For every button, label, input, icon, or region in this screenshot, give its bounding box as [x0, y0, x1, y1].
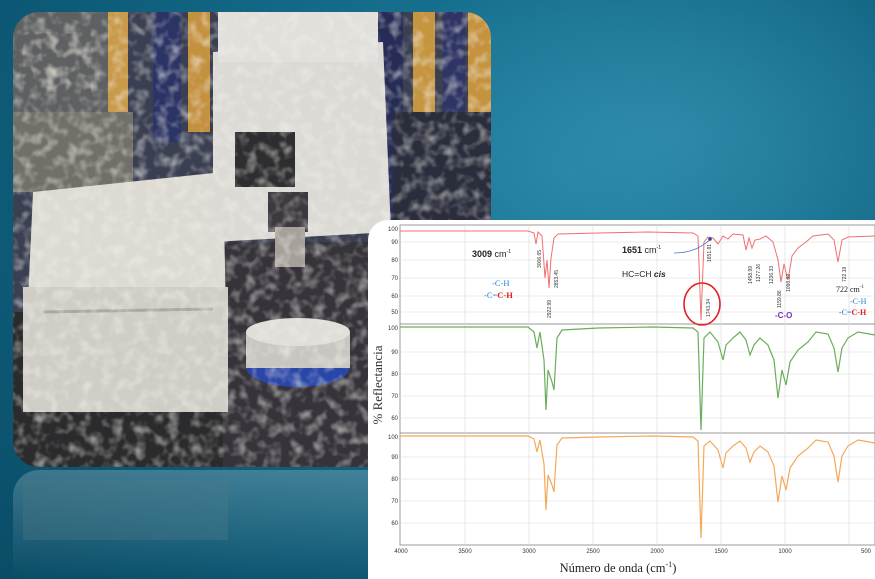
peak-label: 2922.99: [547, 300, 553, 318]
plot-frame: [399, 224, 875, 546]
xtick: 1500: [714, 549, 728, 555]
p1-ytick: 50: [391, 310, 398, 316]
peak-label: 722.19: [842, 266, 848, 282]
p2-ytick: 100: [388, 326, 399, 332]
xtick: 4000: [394, 549, 408, 555]
p1-ytick: 90: [391, 240, 398, 246]
xtick: 3500: [458, 549, 472, 555]
p3-ytick: 60: [391, 521, 398, 527]
spectrum-orange-line: [400, 435, 875, 539]
annotation-ceq-ch-2: -C=C-H: [839, 308, 867, 317]
xtick: 2000: [650, 549, 664, 555]
p3-ytick: 100: [388, 435, 399, 441]
highlight-circle: [683, 282, 721, 326]
annotation-hc-cis: HC=CH cis: [622, 269, 666, 279]
xtick: 3000: [522, 549, 536, 555]
x-axis-label: Número de onda (cm-1): [560, 560, 677, 575]
annotation-ch-blue: -C-H: [492, 278, 509, 288]
peak-label: 1651.81: [707, 244, 713, 262]
p2-ytick: 90: [391, 350, 398, 356]
peak-label: 3006.65: [537, 250, 543, 268]
spectrum-red-line: [400, 230, 875, 321]
peak-label: 1098.32: [786, 274, 792, 292]
p3-ytick: 90: [391, 455, 398, 461]
p1-ytick: 80: [391, 258, 398, 264]
p2-ytick: 80: [391, 372, 398, 378]
peak-label: 1743.34: [706, 299, 712, 317]
xtick: 500: [861, 549, 872, 555]
callout-dot: [708, 237, 712, 241]
annotation-722: 722 cm-1: [836, 285, 864, 294]
y-axis-label: % Reflectancia: [370, 345, 385, 424]
peak-label: 1236.33: [769, 266, 775, 284]
peak-label: 2853.45: [554, 270, 560, 288]
p2-ytick: 70: [391, 394, 398, 400]
p1-ytick: 100: [388, 227, 399, 233]
p3-ytick: 80: [391, 477, 398, 483]
p3-ytick: 70: [391, 499, 398, 505]
p1-ytick: 70: [391, 276, 398, 282]
annotation-1651: 1651 cm-1: [622, 245, 661, 255]
peak-label: 1377.26: [756, 264, 762, 282]
p1-ytick: 60: [391, 294, 398, 300]
annotation-3009: 3009 cm-1: [472, 249, 511, 259]
p2-ytick: 60: [391, 416, 398, 422]
xtick: 2500: [586, 549, 600, 555]
peak-label: 1159.86: [777, 290, 783, 308]
annotation-ceq-ch: -C=C-H: [484, 290, 513, 300]
peak-label: 1458.99: [748, 266, 754, 284]
callout-line: [673, 239, 711, 254]
annotation-co: -C-O: [775, 311, 792, 320]
xtick: 1000: [778, 549, 792, 555]
spectrum-green-line: [400, 326, 875, 431]
annotation-ch-blue-2: -C-H: [850, 297, 867, 306]
ir-spectrum-figure: 100 90 80 70 60 50 100 90 80 70 60 100 9…: [368, 220, 875, 579]
